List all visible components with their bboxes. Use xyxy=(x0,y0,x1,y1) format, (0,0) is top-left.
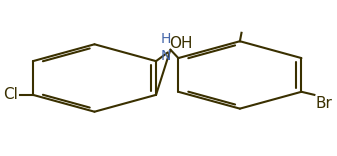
Text: Cl: Cl xyxy=(3,87,19,102)
Text: Br: Br xyxy=(316,96,333,111)
Text: OH: OH xyxy=(169,36,192,51)
Text: N: N xyxy=(160,49,171,63)
Text: H: H xyxy=(160,32,171,46)
